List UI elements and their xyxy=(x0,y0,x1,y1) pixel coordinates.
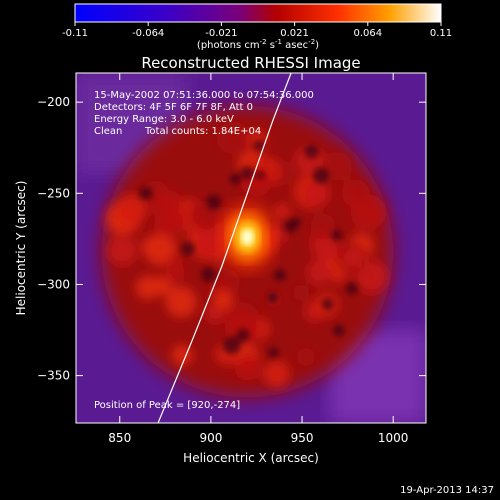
annotation-time-range: 15-May-2002 07:51:36.000 to 07:54:36.000 xyxy=(94,90,314,101)
dark-spot xyxy=(180,241,196,256)
colorbar-tick-label: 0.11 xyxy=(430,28,452,39)
solar-limb-line xyxy=(157,73,292,423)
emission-blob xyxy=(152,189,183,220)
colorbar-ticks: -0.11 -0.064 -0.021 0.021 0.064 0.11 xyxy=(62,22,452,39)
emission-blob xyxy=(165,286,197,318)
colorbar xyxy=(74,3,442,23)
annotation-peak-position: Position of Peak = [920,-274] xyxy=(94,400,240,411)
y-tick-label: −200 xyxy=(37,95,70,109)
emission-blob xyxy=(350,194,387,230)
dark-spot xyxy=(229,173,241,185)
emission-blob xyxy=(344,248,364,268)
dark-spot xyxy=(312,167,330,185)
dark-spot xyxy=(321,298,334,311)
y-tick-label: −250 xyxy=(37,186,70,200)
x-tick-label: 1000 xyxy=(378,431,409,445)
emission-blob xyxy=(116,193,147,225)
peak-source xyxy=(220,203,275,272)
dark-spot xyxy=(206,194,222,210)
emission-blob xyxy=(310,213,336,239)
colorbar-tick-label: -0.021 xyxy=(205,28,237,39)
emission-blob xyxy=(166,256,184,273)
emission-blob xyxy=(263,360,290,388)
x-tick-label: 900 xyxy=(199,431,222,445)
colorbar-tick-label: 0.021 xyxy=(280,28,309,39)
plot-frame xyxy=(75,72,427,424)
x-tick-label: 950 xyxy=(291,431,314,445)
dark-spot xyxy=(240,166,254,180)
annotation-energy-range: Energy Range: 3.0 - 6.0 keV xyxy=(94,114,234,125)
y-tick-label: −350 xyxy=(37,369,70,383)
x-axis-ticks: 850 900 950 1000 xyxy=(108,73,408,445)
colorbar-tick-label: -0.11 xyxy=(62,28,88,39)
y-axis-ticks: −350 −300 −250 −200 xyxy=(37,95,426,383)
emission-blob xyxy=(135,275,160,300)
chart-title: Reconstructed RHESSI Image xyxy=(141,54,360,72)
dark-spot xyxy=(256,171,265,180)
emission-blob xyxy=(296,347,316,367)
annotation-detectors: Detectors: 4F 5F 6F 7F 8F, Att 0 xyxy=(94,102,253,113)
dark-spot xyxy=(236,328,250,343)
dark-spot xyxy=(331,229,343,241)
dark-spot xyxy=(268,347,279,359)
dark-spot xyxy=(346,282,359,295)
heatmap-image xyxy=(76,73,426,423)
dark-spot xyxy=(253,140,265,152)
y-axis-label: Heliocentric Y (arcsec) xyxy=(14,181,28,316)
annotation-algorithm: Clean xyxy=(94,126,122,137)
dark-spot xyxy=(201,267,217,283)
emission-blob xyxy=(305,182,330,207)
annotation-total-counts: Total counts: 1.84E+04 xyxy=(144,126,261,137)
dark-spot xyxy=(223,336,241,355)
colorbar-unit-label: (photons cm-2 s-1 asec-2) xyxy=(197,38,319,51)
dark-spot xyxy=(273,269,286,282)
emission-blob xyxy=(323,151,353,181)
emission-blob xyxy=(306,260,332,285)
dark-spot xyxy=(304,144,319,159)
dark-spot xyxy=(138,186,153,201)
peak-glow-layer xyxy=(240,229,254,246)
emission-blob xyxy=(234,354,261,381)
x-tick-label: 850 xyxy=(108,431,131,445)
emission-blob xyxy=(213,289,234,310)
y-tick-label: −300 xyxy=(37,277,70,291)
footer-timestamp: 19-Apr-2013 14:37 xyxy=(400,485,494,496)
colorbar-tick-label: -0.064 xyxy=(132,28,164,39)
colorbar-tick-label: 0.064 xyxy=(353,28,382,39)
emission-blob xyxy=(107,235,138,266)
dark-spot xyxy=(291,217,301,228)
emission-blob xyxy=(292,284,310,301)
dark-spot xyxy=(332,324,345,337)
emission-blob xyxy=(347,180,369,202)
emission-blob xyxy=(224,310,260,346)
emission-blob xyxy=(144,232,177,266)
emission-blob xyxy=(274,203,291,220)
dark-spot xyxy=(266,291,279,304)
x-axis-label: Heliocentric X (arcsec) xyxy=(183,451,319,465)
emission-blob xyxy=(330,266,347,284)
emission-blob xyxy=(312,234,340,263)
emission-blob xyxy=(216,121,250,155)
emission-blob xyxy=(171,344,193,366)
